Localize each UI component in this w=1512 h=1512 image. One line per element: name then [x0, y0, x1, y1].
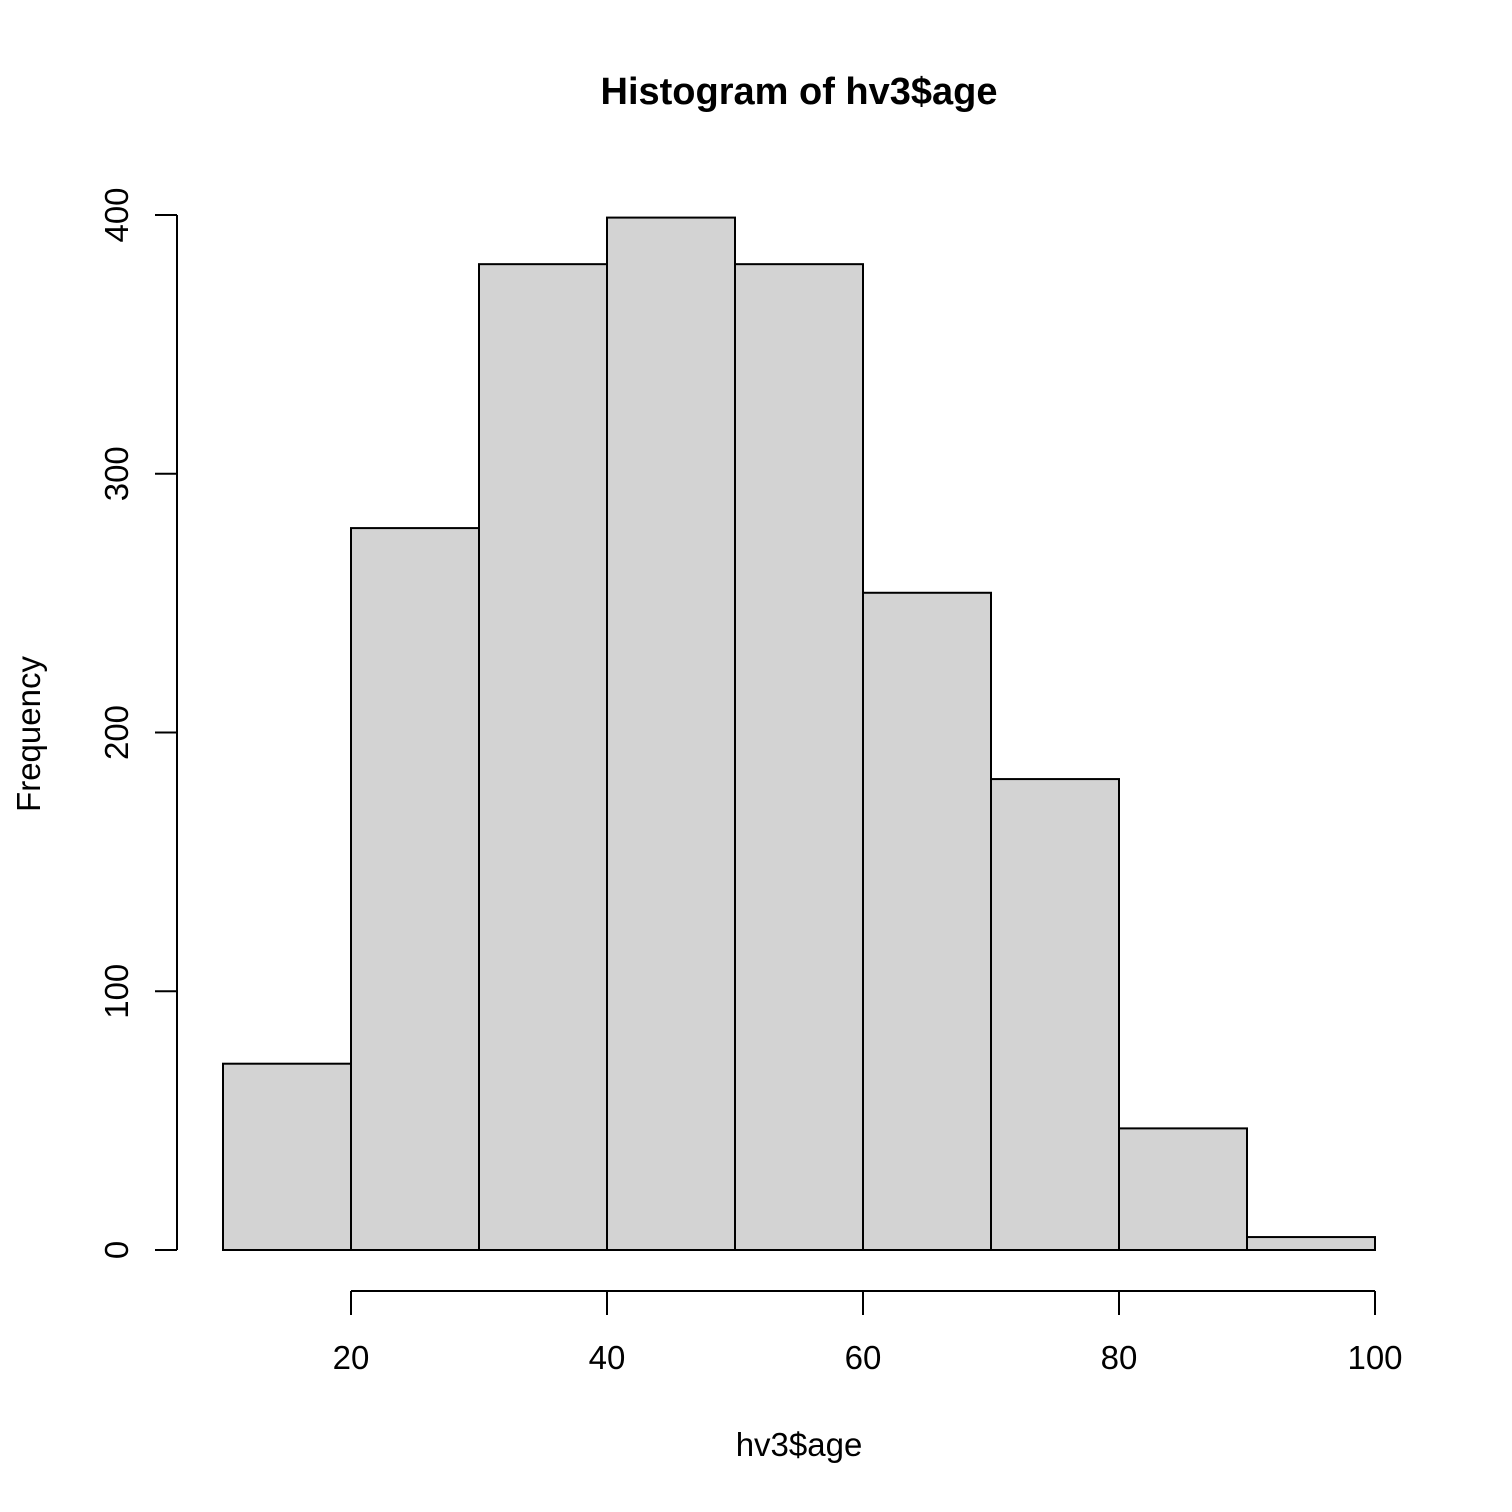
histogram-bar-2	[350, 527, 480, 1251]
histogram-bar-3	[478, 263, 608, 1252]
x-tick-label: 60	[845, 1339, 882, 1376]
y-tick-label: 0	[98, 1241, 135, 1259]
x-axis: 20 40 60 80 100	[333, 1290, 1403, 1376]
y-tick-label: 400	[98, 187, 135, 242]
histogram-bar-7	[990, 778, 1120, 1251]
y-tick-label: 100	[98, 964, 135, 1019]
x-tick-label: 100	[1347, 1339, 1402, 1376]
y-tick-label: 300	[98, 446, 135, 501]
x-axis-label: hv3$age	[736, 1426, 863, 1463]
histogram-bar-4	[606, 216, 736, 1251]
histogram-bar-8	[1118, 1127, 1248, 1251]
histogram-bar-1	[222, 1062, 352, 1251]
x-tick-label: 80	[1101, 1339, 1138, 1376]
histogram-bars	[222, 216, 1376, 1252]
y-tick-label: 200	[98, 705, 135, 760]
chart-title: Histogram of hv3$age	[601, 71, 998, 113]
x-tick-label: 40	[589, 1339, 626, 1376]
y-axis-label: Frequency	[10, 656, 47, 812]
histogram-bar-6	[862, 591, 992, 1251]
histogram-bar-5	[734, 263, 864, 1252]
histogram-bar-9	[1246, 1236, 1376, 1251]
x-tick-label: 20	[333, 1339, 370, 1376]
y-axis: 0 100 200 300 400	[98, 187, 178, 1259]
